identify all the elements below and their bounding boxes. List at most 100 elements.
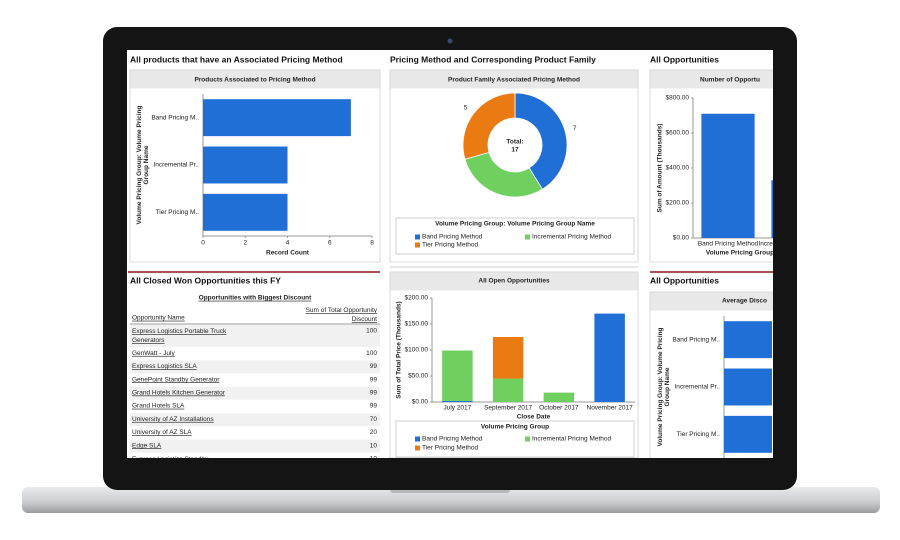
table-row: GenWatt - July 100 — [130, 347, 380, 361]
legend-swatch — [525, 436, 530, 442]
column-header: Sum of Total Opportunity Discount — [306, 307, 378, 323]
cell-value: 20 — [370, 429, 378, 436]
bar-segment — [594, 313, 625, 402]
x-tick-label: Band Pricing Method — [698, 241, 759, 248]
y-tick-label: $200.00 — [405, 295, 429, 302]
y-axis-label: Sum of Amount (Thousands) — [657, 124, 664, 213]
x-tick-label: 4 — [286, 240, 290, 247]
table-title: Opportunities with Biggest Discount — [199, 295, 313, 302]
panel-header — [650, 292, 773, 311]
legend-swatch — [415, 242, 420, 248]
dashboard: All products that have an Associated Pri… — [128, 54, 774, 463]
cell-name: University of AZ SLA — [132, 429, 192, 436]
legend-label: Incremental Pricing Method — [532, 234, 612, 241]
row-bg — [130, 413, 380, 427]
bar — [203, 193, 288, 231]
section-title: All Closed Won Opportunities this FY — [130, 275, 281, 285]
cell-name: University of AZ Installations — [132, 416, 214, 423]
legend-label: Incremental Pricing Method — [532, 436, 612, 443]
legend-title: Volume Pricing Group — [481, 424, 549, 431]
x-tick-label: 6 — [328, 240, 332, 247]
column-header: Opportunity Name — [132, 315, 185, 322]
chart-title: All Open Opportunities — [478, 278, 550, 285]
row-bg — [130, 347, 380, 361]
y-axis-label: Sum of Total Price (Thousands) — [396, 301, 403, 398]
bar — [203, 146, 288, 184]
bar-segment — [543, 392, 575, 402]
y-tick-label: Incremental Pr.. — [153, 162, 199, 169]
row-bg — [130, 400, 380, 413]
legend-swatch — [415, 436, 420, 442]
table-row: University of AZ Installations 70 — [130, 413, 380, 427]
cell-value: 99 — [370, 403, 378, 410]
cell-name: Edge SLA — [132, 442, 162, 449]
table-row: Grand Hotels Kitchen Generator 99 — [130, 386, 380, 400]
legend-label: Band Pricing Method — [422, 436, 483, 443]
chart-title: Number of Opportu — [700, 77, 760, 84]
legend-title: Volume Pricing Group: Volume Pricing Gro… — [435, 221, 595, 228]
table-row: GenePoint Standby Generator 99 — [130, 373, 380, 387]
cell-value: 99 — [370, 363, 378, 370]
legend-box — [395, 420, 635, 458]
x-tick-label: November 2017 — [587, 405, 634, 412]
legend-swatch — [415, 445, 420, 451]
camera — [447, 38, 453, 44]
x-tick-label: September 2017 — [484, 405, 532, 412]
x-tick-label: October 2017 — [539, 405, 579, 412]
bar — [724, 368, 772, 406]
section-title: All products that have an Associated Pri… — [130, 54, 343, 64]
data-label: 7 — [573, 125, 577, 132]
row-bg — [130, 439, 380, 453]
row-bg — [130, 426, 380, 440]
donut-hole — [488, 118, 542, 172]
bar-segment — [492, 337, 524, 379]
row-bg — [130, 386, 380, 400]
bar-segment — [442, 400, 473, 402]
bar — [724, 321, 772, 359]
table-row: Express Logistics SLA 99 — [130, 360, 380, 374]
table-row: Grand Hotels SLA 99 — [130, 400, 380, 413]
section-title: All Opportunities — [650, 54, 719, 64]
cell-name: Grand Hotels SLA — [132, 403, 185, 410]
y-tick-label: Band Pricing M.. — [672, 336, 720, 343]
cell-name: GenWatt - July — [132, 350, 175, 357]
legend-label: Band Pricing Method — [422, 234, 483, 241]
bar-segment — [442, 350, 473, 401]
y-tick-label: $600.00 — [666, 130, 690, 137]
x-axis-label: Volume Pricing Group — [706, 250, 774, 257]
y-tick-label: $100.00 — [405, 347, 429, 354]
y-axis-label: Volume Pricing Group: Volume PricingGrou… — [657, 328, 671, 447]
y-tick-label: $400.00 — [666, 165, 690, 172]
x-axis-label: Record Count — [266, 250, 310, 257]
cell-value: 10 — [370, 456, 378, 463]
legend-swatch — [415, 234, 420, 240]
x-axis-label: Close Date — [517, 414, 551, 421]
y-tick-label: $200.00 — [666, 200, 690, 207]
legend-label: Tier Pricing Method — [422, 242, 478, 249]
section-title: Pricing Method and Corresponding Product… — [390, 54, 596, 64]
table-row: University of AZ SLA 20 — [130, 426, 380, 440]
bar — [771, 180, 773, 238]
y-tick-label: $150.00 — [405, 321, 429, 328]
y-tick-label: $800.00 — [666, 95, 690, 102]
total-label: Total: — [506, 139, 523, 146]
y-tick-label: $0.00 — [412, 399, 429, 406]
y-tick-label: Tier Pricing M.. — [156, 209, 200, 216]
cell-name: GenePoint Standby Generator — [132, 376, 220, 383]
row-bg — [130, 452, 380, 458]
cell-value: 100 — [366, 350, 377, 357]
chart-title: Average Disco — [722, 298, 767, 305]
legend-label: Tier Pricing Method — [422, 445, 478, 452]
total-value: 17 — [511, 147, 519, 154]
cell-value: 99 — [370, 376, 378, 383]
panel-header — [650, 70, 773, 89]
x-tick-label: July 2017 — [443, 405, 471, 412]
bar — [724, 415, 772, 453]
panel-header — [390, 272, 638, 291]
bar — [701, 113, 755, 238]
legend-box — [395, 217, 635, 255]
y-tick-label: Incremental Pr.. — [674, 384, 720, 391]
y-tick-label: Tier Pricing M.. — [677, 431, 721, 438]
